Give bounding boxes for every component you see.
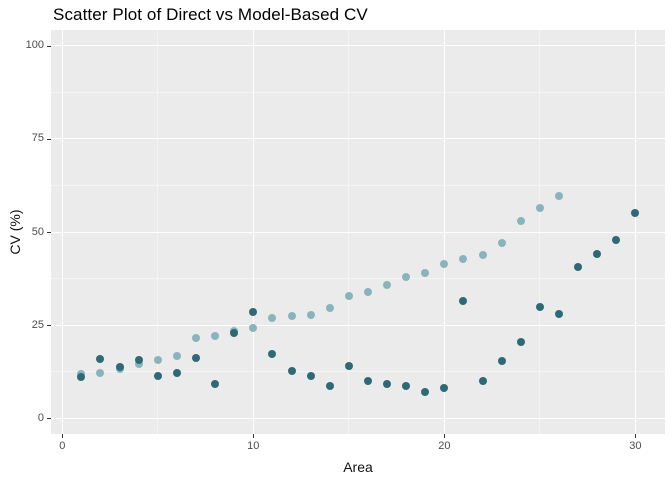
scatter-point xyxy=(249,323,258,332)
x-axis-title: Area xyxy=(343,459,373,475)
x-axis-tick xyxy=(253,434,255,438)
scatter-point xyxy=(631,208,640,217)
y-major-gridline xyxy=(51,45,665,47)
x-major-gridline xyxy=(61,30,63,434)
scatter-point xyxy=(402,381,411,390)
scatter-point xyxy=(363,376,372,385)
scatter-point xyxy=(230,329,239,338)
scatter-point xyxy=(478,250,487,259)
y-axis-tick xyxy=(47,138,51,140)
scatter-point xyxy=(593,249,602,258)
x-tick-label: 10 xyxy=(247,440,260,452)
scatter-point xyxy=(134,360,143,369)
scatter-point xyxy=(383,281,392,290)
scatter-point xyxy=(153,355,162,364)
scatter-point xyxy=(421,268,430,277)
x-tick-label: 30 xyxy=(629,440,642,452)
scatter-point xyxy=(191,353,200,362)
scatter-point xyxy=(96,355,105,364)
y-axis-tick xyxy=(47,232,51,233)
y-major-gridline xyxy=(51,138,665,140)
scatter-point xyxy=(497,357,506,366)
scatter-point xyxy=(478,377,487,386)
scatter-point xyxy=(211,332,220,341)
y-axis-tick xyxy=(47,418,51,419)
y-axis-tick xyxy=(47,325,51,326)
plot-title: Scatter Plot of Direct vs Model-Based CV xyxy=(53,5,368,24)
scatter-point xyxy=(383,380,392,389)
scatter-point xyxy=(325,382,334,390)
y-major-gridline xyxy=(51,417,665,419)
scatter-point xyxy=(440,384,449,393)
scatter-point xyxy=(535,203,544,212)
scatter-point xyxy=(459,255,468,264)
scatter-point xyxy=(363,288,372,297)
scatter-point xyxy=(172,351,181,360)
y-major-gridline xyxy=(51,231,665,233)
scatter-point xyxy=(287,312,296,321)
scatter-point xyxy=(535,302,544,311)
y-minor-gridline xyxy=(51,91,665,93)
x-major-gridline xyxy=(252,30,254,434)
x-tick-label: 0 xyxy=(59,440,66,452)
scatter-point xyxy=(516,337,525,346)
x-axis-tick xyxy=(62,434,64,438)
scatter-point xyxy=(134,355,143,364)
scatter-point xyxy=(153,372,162,381)
x-tick-label: 20 xyxy=(438,440,451,452)
y-tick-label: 75 xyxy=(31,132,44,145)
x-axis-tick xyxy=(444,434,446,438)
scatter-point xyxy=(211,379,220,388)
y-tick-label: 0 xyxy=(37,411,44,424)
scatter-point xyxy=(306,371,315,380)
scatter-point xyxy=(172,369,181,378)
scatter-point xyxy=(574,263,583,272)
y-axis-tick xyxy=(47,45,51,47)
scatter-point xyxy=(268,350,277,359)
scatter-point xyxy=(402,272,411,281)
y-tick-label: 100 xyxy=(25,39,44,52)
scatter-point xyxy=(344,292,353,301)
scatter-point xyxy=(459,296,468,305)
y-minor-gridline xyxy=(51,278,665,279)
y-tick-label: 25 xyxy=(31,318,44,331)
scatter-point xyxy=(325,304,334,313)
scatter-point xyxy=(497,239,506,248)
scatter-point xyxy=(306,310,315,319)
x-major-gridline xyxy=(443,30,445,434)
scatter-point xyxy=(421,387,430,396)
x-axis-tick xyxy=(635,434,637,438)
scatter-point xyxy=(287,367,296,376)
scatter-point xyxy=(191,334,200,343)
y-minor-gridline xyxy=(51,371,665,372)
scatter-point xyxy=(516,217,525,226)
scatter-point xyxy=(440,260,449,269)
scatter-point xyxy=(554,310,563,319)
plot-panel xyxy=(51,30,665,434)
scatter-point xyxy=(344,361,353,370)
scatter-point xyxy=(77,373,86,382)
scatter-point xyxy=(96,368,105,377)
scatter-point xyxy=(554,191,563,200)
x-major-gridline xyxy=(634,30,636,434)
scatter-point xyxy=(249,307,258,316)
scatter-point xyxy=(268,313,277,322)
y-major-gridline xyxy=(51,324,665,326)
y-tick-label: 50 xyxy=(31,225,44,238)
y-minor-gridline xyxy=(51,184,665,186)
y-axis-title: CV (%) xyxy=(7,209,23,255)
scatter-point xyxy=(115,362,124,371)
scatter-point xyxy=(612,236,621,245)
